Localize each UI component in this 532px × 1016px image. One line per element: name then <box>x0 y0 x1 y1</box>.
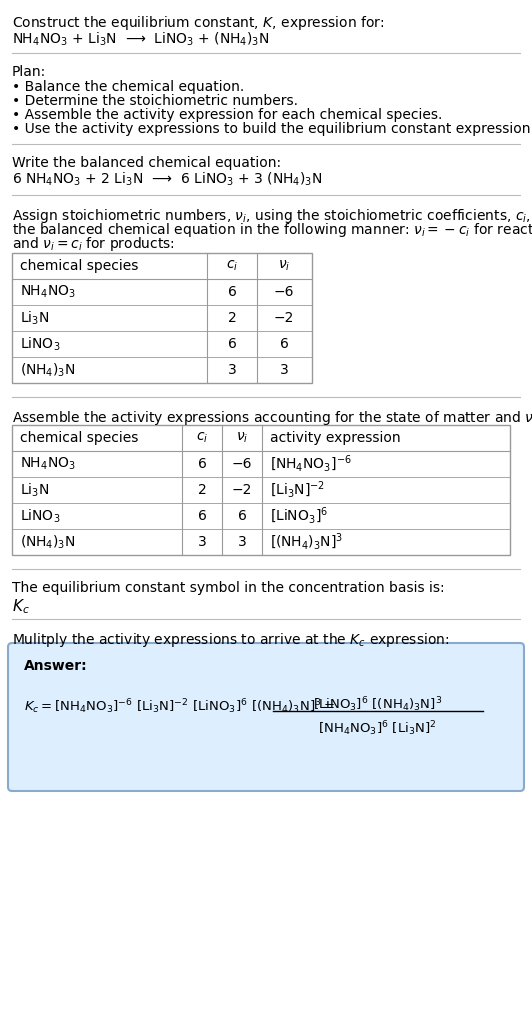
Text: $c_i$: $c_i$ <box>226 259 238 273</box>
Text: −2: −2 <box>274 311 294 325</box>
Text: 3: 3 <box>280 363 288 377</box>
Text: Plan:: Plan: <box>12 65 46 79</box>
Text: $[\mathrm{LiNO_3}]^6\ [(\mathrm{NH_4})_3\mathrm{N}]^3$: $[\mathrm{LiNO_3}]^6\ [(\mathrm{NH_4})_3… <box>313 695 443 713</box>
Text: −2: −2 <box>232 483 252 497</box>
Text: • Assemble the activity expression for each chemical species.: • Assemble the activity expression for e… <box>12 108 443 122</box>
Text: $\nu_i$: $\nu_i$ <box>236 431 248 445</box>
Text: LiNO$_3$: LiNO$_3$ <box>20 335 61 353</box>
Text: 6: 6 <box>279 337 288 351</box>
Text: 6: 6 <box>228 337 236 351</box>
Text: 3: 3 <box>238 535 246 549</box>
Text: 2: 2 <box>228 311 236 325</box>
Text: • Balance the chemical equation.: • Balance the chemical equation. <box>12 80 244 94</box>
Text: 6: 6 <box>197 509 206 523</box>
Text: NH$_4$NO$_3$ + Li$_3$N  ⟶  LiNO$_3$ + (NH$_4$)$_3$N: NH$_4$NO$_3$ + Li$_3$N ⟶ LiNO$_3$ + (NH$… <box>12 31 269 49</box>
FancyBboxPatch shape <box>8 643 524 791</box>
Text: $c_i$: $c_i$ <box>196 431 208 445</box>
Text: NH$_4$NO$_3$: NH$_4$NO$_3$ <box>20 456 76 472</box>
Text: • Use the activity expressions to build the equilibrium constant expression.: • Use the activity expressions to build … <box>12 122 532 136</box>
Text: LiNO$_3$: LiNO$_3$ <box>20 507 61 524</box>
Text: Li$_3$N: Li$_3$N <box>20 482 49 499</box>
Text: $[\mathrm{NH_4NO_3}]^6\ [\mathrm{Li_3N}]^2$: $[\mathrm{NH_4NO_3}]^6\ [\mathrm{Li_3N}]… <box>319 719 437 738</box>
Text: Assign stoichiometric numbers, $\nu_i$, using the stoichiometric coefficients, $: Assign stoichiometric numbers, $\nu_i$, … <box>12 207 532 225</box>
Text: chemical species: chemical species <box>20 259 138 273</box>
Text: [(NH$_4$)$_3$N]$^3$: [(NH$_4$)$_3$N]$^3$ <box>270 531 343 553</box>
Text: the balanced chemical equation in the following manner: $\nu_i = -c_i$ for react: the balanced chemical equation in the fo… <box>12 221 532 239</box>
Text: [Li$_3$N]$^{-2}$: [Li$_3$N]$^{-2}$ <box>270 480 325 500</box>
Text: NH$_4$NO$_3$: NH$_4$NO$_3$ <box>20 283 76 300</box>
Text: 6 NH$_4$NO$_3$ + 2 Li$_3$N  ⟶  6 LiNO$_3$ + 3 (NH$_4$)$_3$N: 6 NH$_4$NO$_3$ + 2 Li$_3$N ⟶ 6 LiNO$_3$ … <box>12 171 322 188</box>
Text: (NH$_4$)$_3$N: (NH$_4$)$_3$N <box>20 533 76 551</box>
Text: 3: 3 <box>228 363 236 377</box>
Text: The equilibrium constant symbol in the concentration basis is:: The equilibrium constant symbol in the c… <box>12 581 445 595</box>
Text: activity expression: activity expression <box>270 431 401 445</box>
Text: Write the balanced chemical equation:: Write the balanced chemical equation: <box>12 156 281 170</box>
Text: 6: 6 <box>238 509 246 523</box>
Text: $K_c$: $K_c$ <box>12 597 30 616</box>
Text: 3: 3 <box>197 535 206 549</box>
Text: (NH$_4$)$_3$N: (NH$_4$)$_3$N <box>20 362 76 379</box>
Text: Construct the equilibrium constant, $K$, expression for:: Construct the equilibrium constant, $K$,… <box>12 14 385 31</box>
Text: Li$_3$N: Li$_3$N <box>20 309 49 327</box>
Text: $K_c = [\mathrm{NH_4NO_3}]^{-6}\ [\mathrm{Li_3N}]^{-2}\ [\mathrm{LiNO_3}]^6\ [(\: $K_c = [\mathrm{NH_4NO_3}]^{-6}\ [\mathr… <box>24 697 335 715</box>
Text: −6: −6 <box>274 285 294 299</box>
Text: [LiNO$_3$]$^6$: [LiNO$_3$]$^6$ <box>270 506 328 526</box>
Text: 6: 6 <box>197 457 206 471</box>
Text: • Determine the stoichiometric numbers.: • Determine the stoichiometric numbers. <box>12 94 298 108</box>
Text: 2: 2 <box>197 483 206 497</box>
Text: chemical species: chemical species <box>20 431 138 445</box>
Text: Answer:: Answer: <box>24 659 88 673</box>
Bar <box>12 425 510 555</box>
Text: and $\nu_i = c_i$ for products:: and $\nu_i = c_i$ for products: <box>12 235 175 253</box>
Text: [NH$_4$NO$_3$]$^{-6}$: [NH$_4$NO$_3$]$^{-6}$ <box>270 454 352 474</box>
Text: Assemble the activity expressions accounting for the state of matter and $\nu_i$: Assemble the activity expressions accoun… <box>12 409 532 427</box>
Bar <box>12 253 312 383</box>
Text: Mulitply the activity expressions to arrive at the $K_c$ expression:: Mulitply the activity expressions to arr… <box>12 631 450 649</box>
Text: −6: −6 <box>232 457 252 471</box>
Text: $\nu_i$: $\nu_i$ <box>278 259 290 273</box>
Text: 6: 6 <box>228 285 236 299</box>
